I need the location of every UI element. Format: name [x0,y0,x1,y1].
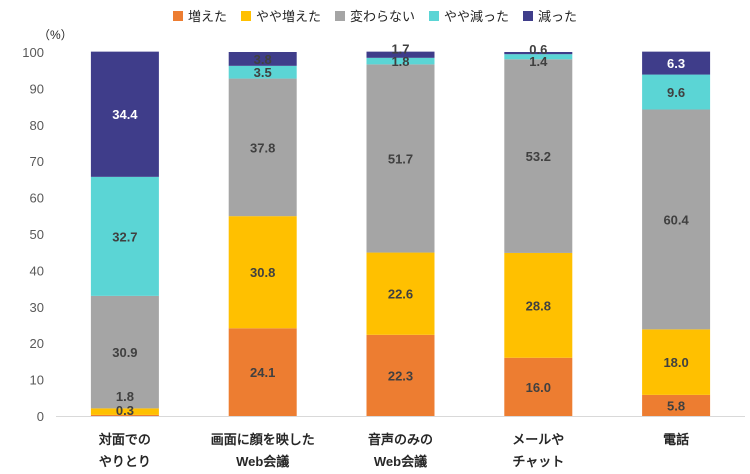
data-label: 51.7 [388,151,413,166]
legend-swatch [172,10,183,21]
data-label: 1.4 [529,54,548,69]
data-label: 0.3 [116,403,134,418]
bar-segment [228,216,297,329]
chart-legend: 増えた やや増えた 変わらない やや減った 減った [0,6,750,25]
data-label: 37.8 [250,140,275,155]
bar-segment [228,328,297,416]
x-tick-label: チャット [512,454,564,469]
bar-segment [504,52,573,55]
bar-segment [90,295,159,409]
legend-swatch [334,10,345,21]
x-tick-label: Web会議 [374,454,427,469]
legend-item: 増えた [172,6,227,25]
data-label: 18.0 [663,355,688,370]
data-label: 32.7 [112,229,137,244]
y-tick-label: 70 [30,154,44,169]
x-tick-label: 対面での [98,432,151,447]
x-tick-label: 電話 [663,432,689,447]
legend-swatch [240,10,251,21]
data-label: 60.4 [663,212,689,227]
bar-segment [228,65,297,79]
data-label: 9.6 [667,85,685,100]
bar-segment [228,78,297,217]
legend-label: やや減った [444,9,510,24]
legend-item: やや増えた [240,6,321,25]
data-label: 3.8 [254,52,272,67]
data-label: 5.8 [667,398,685,413]
data-label: 6.3 [667,56,685,71]
bar-segment [504,252,573,358]
bar-segment [90,414,159,416]
x-tick-label: やりとり [99,454,151,469]
bar-segment [504,59,573,253]
x-tick-label: 画面に顔を映した [211,432,315,447]
y-tick-label: 80 [30,118,44,133]
bar-segment [642,74,711,110]
data-label: 30.9 [112,345,137,360]
y-tick-label: 50 [30,227,44,242]
bar-segment [366,51,435,58]
y-tick-label: 100 [22,45,44,60]
y-tick-label: 60 [30,191,44,206]
bar-segment [366,57,435,65]
bar-segment [504,54,573,60]
bar-segment [366,334,435,416]
legend-item: やや減った [429,6,509,25]
bar-segment [642,109,711,330]
bar-segment [366,64,435,253]
data-label: 16.0 [526,380,551,395]
legend-label: 増えた [187,9,227,24]
y-tick-label: 10 [30,373,44,388]
data-label: 22.3 [388,368,413,383]
y-tick-label: 30 [30,300,44,315]
y-tick-label: 40 [30,263,44,278]
y-tick-label: 0 [37,409,44,424]
data-label: 22.6 [388,287,413,302]
x-tick-label: メールや [512,432,564,447]
legend-swatch [429,10,439,21]
data-label: 0.6 [529,42,547,57]
data-label: 1.8 [116,389,134,404]
data-label: 28.8 [526,298,551,313]
bar-segment [642,394,711,416]
bar-segment [366,252,435,335]
data-label: 34.4 [112,107,138,122]
legend-item: 変わらない [334,6,415,25]
y-tick-label: 90 [30,81,44,96]
legend-label: 減った [538,9,578,24]
data-label: 24.1 [250,365,275,380]
legend-label: やや増えた [255,9,321,24]
bar-segment [642,51,711,75]
data-label: 1.7 [391,42,409,57]
x-tick-label: Web会議 [236,454,289,469]
y-tick-label: 20 [30,336,44,351]
y-axis-unit: （%） [38,28,73,42]
bar-segment [504,357,573,416]
data-label: 53.2 [526,149,551,164]
legend-label: 変わらない [349,9,415,24]
data-label: 30.8 [250,265,275,280]
bar-segment [90,51,159,177]
bar-segment [228,52,297,66]
data-label: 3.5 [254,65,272,80]
bar-segment [90,176,159,296]
bar-segment [90,408,159,415]
legend-swatch [523,10,534,21]
data-label: 1.8 [391,54,409,69]
x-tick-label: 音声のみの [368,432,433,447]
bar-segment [642,329,711,395]
legend-item: 減った [523,6,577,25]
